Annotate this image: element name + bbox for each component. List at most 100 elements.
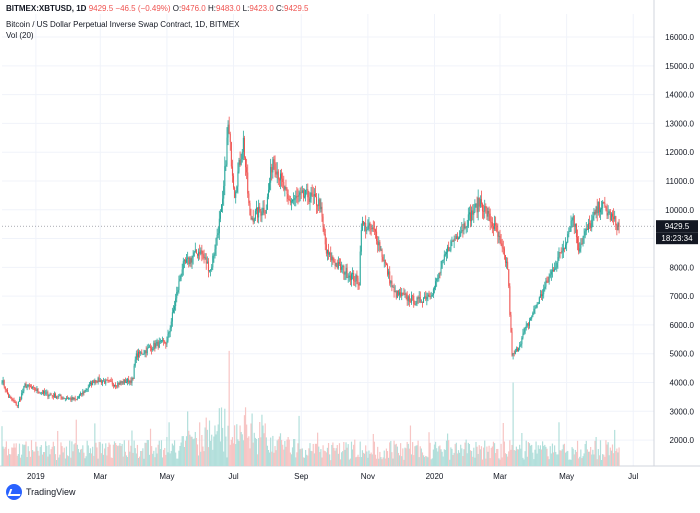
candle-body: [312, 195, 314, 197]
candle-body: [136, 353, 138, 358]
volume-bar: [236, 424, 238, 466]
candle-body: [61, 396, 63, 399]
candle-body: [68, 398, 70, 399]
candle-body: [341, 267, 343, 270]
volume-bar: [45, 441, 47, 466]
candle-body: [546, 280, 548, 282]
candle-body: [569, 231, 571, 232]
candle-body: [590, 223, 592, 229]
volume-bar: [187, 411, 189, 466]
candle-body: [32, 386, 34, 388]
volume-bar: [253, 432, 255, 466]
volume-bar: [323, 450, 325, 466]
candle-body: [472, 210, 474, 215]
volume-bar: [184, 440, 187, 466]
volume-bar: [59, 454, 61, 466]
volume-bar: [178, 450, 180, 466]
volume-bar: [591, 454, 593, 466]
volume-bar: [580, 449, 582, 466]
candle-body: [62, 397, 64, 399]
volume-bar: [507, 456, 509, 466]
candle-body: [306, 189, 308, 190]
candle-body: [317, 205, 319, 207]
volume-bar: [306, 454, 308, 466]
candle-body: [261, 213, 263, 216]
volume-bar: [555, 451, 557, 466]
candle-body: [200, 250, 202, 254]
candle-body: [164, 341, 166, 344]
candle-body: [318, 199, 320, 206]
candle-body: [342, 265, 344, 268]
candle-body: [151, 347, 153, 351]
candle-body: [423, 298, 425, 303]
volume-bar: [148, 454, 151, 466]
volume-bar: [608, 455, 610, 466]
volume-bar: [188, 430, 190, 466]
legend-symbol[interactable]: BITMEX:XBTUSD, 1D: [6, 4, 87, 13]
volume-bar: [312, 443, 314, 466]
volume-bar: [468, 444, 471, 466]
x-tick-label: Mar: [93, 472, 107, 481]
candle-body: [543, 288, 545, 295]
candle-body: [270, 167, 272, 183]
volume-bar: [466, 453, 468, 466]
volume-bar: [610, 450, 613, 466]
x-tick-label: Nov: [361, 472, 375, 481]
volume-bar: [432, 449, 434, 466]
candle-body: [585, 228, 587, 232]
candle-body: [367, 225, 369, 230]
volume-bar: [311, 451, 313, 466]
volume-bar: [336, 445, 338, 466]
volume-bar: [414, 446, 416, 466]
candle-body: [263, 207, 265, 213]
volume-bar: [429, 442, 431, 466]
candle-body: [307, 189, 309, 198]
volume-bar: [179, 445, 181, 466]
candle-body: [359, 251, 361, 286]
volume-bar: [342, 451, 344, 466]
volume-indicator-label[interactable]: Vol (20): [6, 31, 34, 40]
volume-bar: [2, 446, 4, 466]
volume-bar: [427, 457, 429, 466]
candle-body: [405, 293, 407, 295]
candle-body: [163, 340, 165, 342]
candle-body: [329, 252, 331, 255]
candle-body: [594, 212, 596, 214]
candle-body: [563, 247, 565, 249]
volume-bar: [147, 440, 149, 466]
x-tick-label: Sep: [294, 472, 309, 481]
volume-bar: [412, 442, 414, 466]
volume-bar: [100, 453, 102, 466]
volume-bar: [154, 457, 156, 466]
candle-body: [523, 332, 525, 334]
volume-bar: [106, 455, 108, 466]
volume-bar: [243, 415, 246, 466]
volume-bar: [89, 448, 92, 466]
volume-bar: [192, 439, 194, 466]
volume-bar: [573, 454, 575, 466]
candle-body: [243, 137, 245, 158]
volume-bar: [301, 448, 303, 466]
tradingview-logo[interactable]: TradingView: [6, 484, 76, 500]
candle-body: [289, 199, 291, 203]
candle-body: [129, 380, 131, 383]
candle-body: [216, 234, 218, 239]
candle-body: [91, 382, 93, 386]
candle-body: [282, 178, 284, 183]
volume-bar: [82, 445, 84, 466]
volume-bar: [73, 444, 75, 466]
volume-bar: [570, 459, 572, 466]
volume-bar: [27, 446, 29, 466]
volume-bar: [95, 442, 97, 466]
volume-bar: [25, 441, 27, 466]
candle-body: [290, 201, 292, 203]
volume-bar: [302, 457, 305, 466]
candle-body: [207, 261, 209, 272]
volume-bar: [616, 448, 618, 466]
candle-body: [70, 398, 72, 400]
legend-last: 9429.5: [88, 4, 114, 13]
volume-bar: [21, 454, 23, 466]
candle-body: [211, 267, 213, 270]
candle-body: [498, 235, 500, 237]
candle-body: [311, 192, 313, 196]
